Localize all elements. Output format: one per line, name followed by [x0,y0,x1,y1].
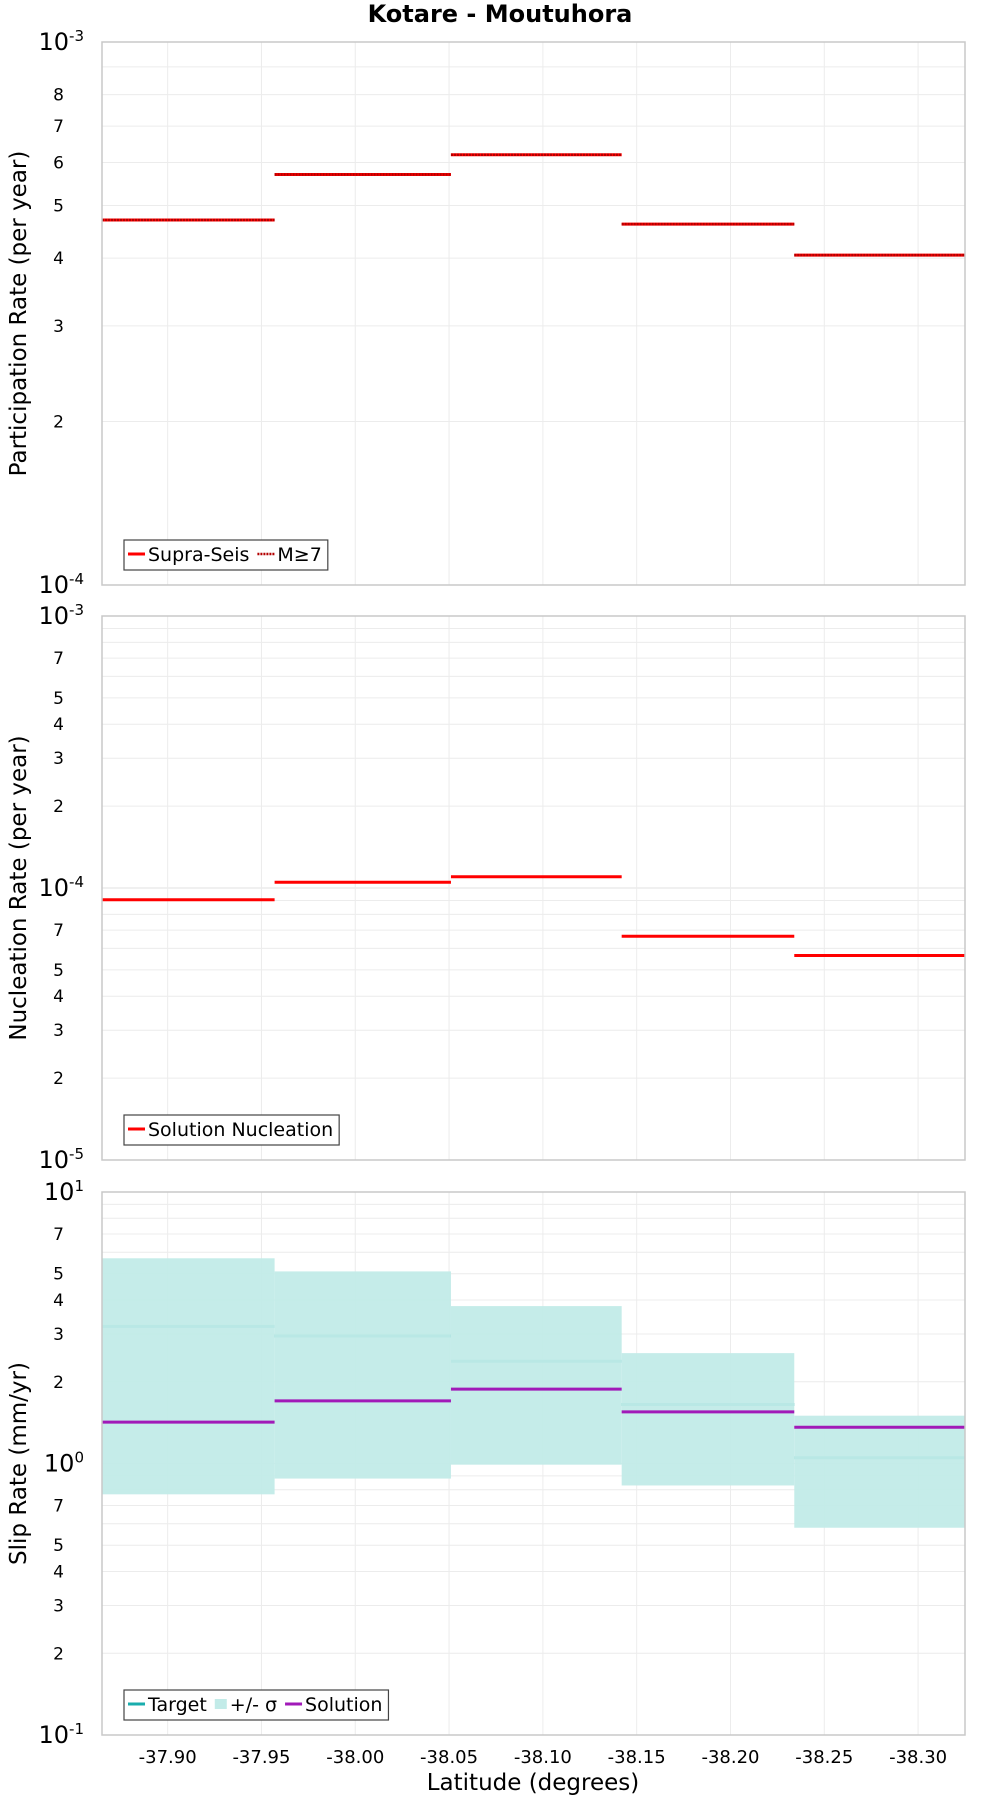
legend-label: Solution Nucleation [148,1119,333,1141]
legend-item: Supra-Seis [128,544,249,566]
y-tick-label: 4 [53,715,64,735]
x-tick-label: -37.90 [139,1747,197,1768]
y-tick-label: 5 [53,1536,64,1556]
legend-frame [123,1689,390,1721]
chart-title: Kotare - Moutuhora [368,0,633,28]
y-tick-label: 2 [53,797,64,817]
y-tick-label: 8 [53,86,64,106]
gridlines [102,616,965,1160]
legend-item: Solution [285,1694,382,1716]
legend-item: M≥7 [257,544,322,566]
legend-swatch [214,1699,227,1709]
x-tick-label: -38.25 [795,1747,853,1768]
y-tick-label-bottom: 10-4 [38,570,84,599]
y-tick-label: 5 [53,1265,64,1285]
legend-item: +/- σ [214,1694,277,1716]
plot-frame [101,615,966,1161]
y-tick-label: 3 [53,317,64,337]
y-tick-label: 7 [53,921,64,941]
x-tick-label: -38.10 [514,1747,572,1768]
legend-item: Solution Nucleation [128,1119,333,1141]
y-tick-label: 5 [53,196,64,216]
series-solution-nucleation [102,875,965,957]
participation-rate-panel: 10-3 10-4 2 3 4 5 6 7 8 Participation Rate (per y… [6,27,966,599]
y-tick-label: 3 [53,749,64,769]
y-tick-label-major: 100 [44,1449,84,1478]
y-axis-ticks: 101 10-1 2 3 4 5 7 100 2 3 4 5 7 [38,1177,84,1749]
nucleation-rate-panel: 10-3 10-5 2 3 4 5 7 10-4 2 3 4 5 7 Nucleation Rate (p… [6,601,966,1174]
y-tick-label: 7 [53,1497,64,1517]
y-tick-label: 4 [53,249,64,269]
x-tick-label: -38.00 [326,1747,384,1768]
legend-label: Supra-Seis [148,544,249,566]
y-tick-label: 2 [53,1644,64,1664]
y-axis-ticks: 10-3 10-5 2 3 4 5 7 10-4 2 3 4 5 7 [38,601,84,1174]
legend: Solution Nucleation [123,1114,340,1146]
series-solution [102,1387,965,1429]
y-tick-label: 3 [53,1596,64,1616]
x-axis-label: Latitude (degrees) [427,1770,640,1796]
sigma-band [450,1306,622,1465]
y-tick-label-bottom: 10-5 [38,1145,84,1174]
y-tick-label: 4 [53,987,64,1007]
x-tick-label: -37.95 [232,1747,290,1768]
legend: Target +/- σ Solution [123,1689,390,1721]
y-tick-label-major: 10-4 [38,873,84,902]
y-axis-label: Nucleation Rate (per year) [6,735,32,1040]
legend: Supra-Seis M≥7 [123,539,329,571]
y-tick-label-top: 10-3 [38,27,84,56]
legend-label: M≥7 [277,544,321,566]
y-tick-label: 6 [53,153,64,173]
gridlines [102,42,965,585]
series-m-7 [102,153,965,257]
x-tick-label: -38.15 [608,1747,666,1768]
plot-frame [101,41,966,586]
y-tick-label: 2 [53,1373,64,1393]
series-supra-seis [102,153,965,257]
y-tick-label: 2 [53,1069,64,1089]
x-tick-label: -38.05 [420,1747,478,1768]
x-axis-ticks: -37.90 -37.95 -38.00 -38.05 -38.10 -38.15 -38.… [139,1747,947,1768]
y-tick-label: 7 [53,117,64,137]
sigma-band [621,1353,795,1486]
y-axis-ticks: 10-3 10-4 2 3 4 5 6 7 8 [38,27,84,599]
legend-frame [123,539,329,571]
y-tick-label-bottom: 10-1 [38,1720,84,1749]
y-tick-label: 7 [53,649,64,669]
y-tick-label-top: 101 [44,1177,84,1206]
series-- [102,1258,965,1528]
y-tick-label: 2 [53,413,64,433]
y-axis-label: Slip Rate (mm/yr) [6,1362,32,1565]
sigma-band [794,1415,965,1528]
sigma-band [102,1258,275,1495]
x-tick-label: -38.30 [889,1747,947,1768]
legend-label: +/- σ [230,1694,277,1716]
y-tick-label: 7 [53,1225,64,1245]
sigma-band [274,1271,451,1479]
legend-item: Target [128,1694,207,1716]
x-tick-label: -38.20 [701,1747,759,1768]
y-tick-label: 3 [53,1325,64,1345]
legend-label: Target [147,1694,207,1716]
slip-rate-panel: 101 10-1 2 3 4 5 7 100 2 3 4 5 7 Slip Rate (mm/yr) Tar… [6,1177,966,1749]
y-tick-label: 3 [53,1021,64,1041]
plot-frame [101,1191,966,1736]
y-tick-label: 4 [53,1291,64,1311]
y-tick-label: 5 [53,689,64,709]
y-tick-label: 5 [53,961,64,981]
y-axis-label: Participation Rate (per year) [6,151,32,477]
legend-label: Solution [305,1694,382,1716]
legend-frame [123,1114,340,1146]
y-tick-label-top: 10-3 [38,601,84,630]
y-tick-label: 4 [53,1563,64,1583]
